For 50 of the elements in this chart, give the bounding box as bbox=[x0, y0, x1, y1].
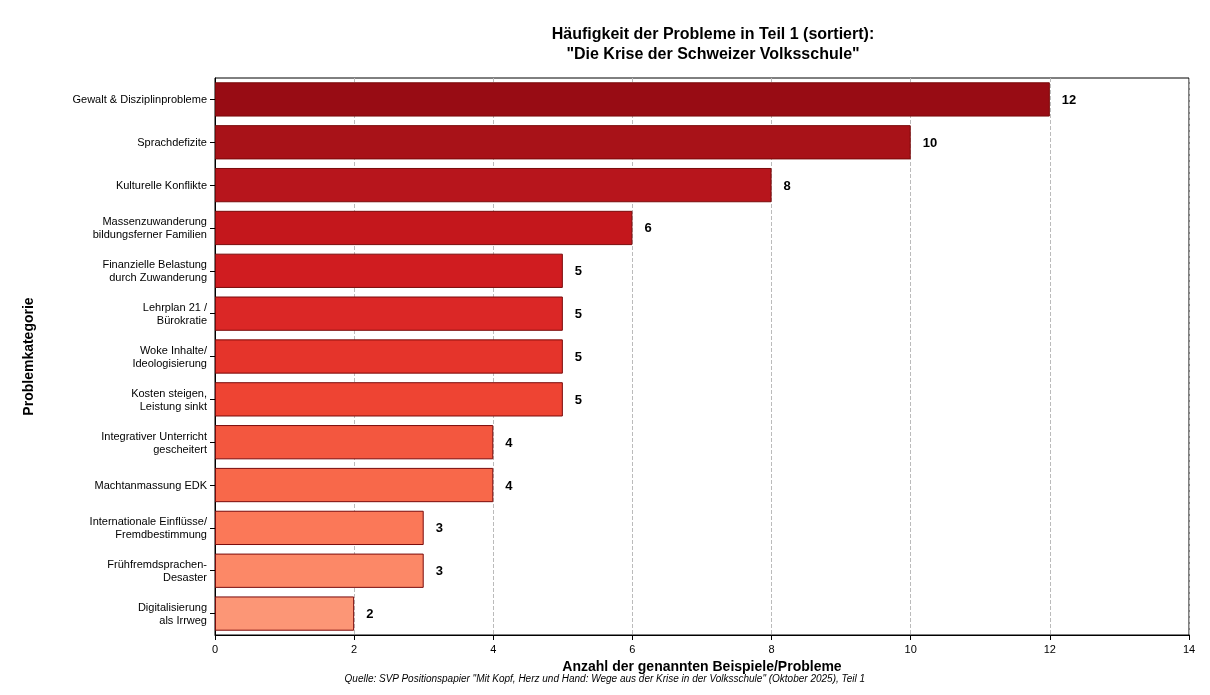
bar bbox=[215, 425, 494, 460]
y-tick-label: Kosten steigen, Leistung sinkt bbox=[131, 386, 207, 412]
x-axis-title: Anzahl der genannten Beispiele/Probleme bbox=[562, 657, 842, 674]
data-label: 4 bbox=[505, 477, 514, 493]
bar bbox=[215, 125, 911, 160]
y-tick-label: Frühfremdsprachen- Desaster bbox=[107, 558, 208, 584]
x-tick-label: 0 bbox=[211, 642, 219, 655]
x-tick-label: 6 bbox=[629, 642, 636, 655]
y-tick-label: Digitalisierung als Irrweg bbox=[137, 601, 207, 627]
y-tick-label: Gewalt & Disziplinprobleme bbox=[72, 93, 207, 106]
data-label: 5 bbox=[574, 391, 583, 407]
y-tick-label: Machtanmassung EDK bbox=[94, 479, 208, 492]
y-tick-label: Massenzuwanderung bildungsferner Familien bbox=[92, 215, 207, 241]
bar bbox=[215, 596, 355, 631]
data-label: 5 bbox=[574, 349, 583, 364]
bar bbox=[215, 553, 424, 588]
data-label: 5 bbox=[574, 263, 583, 279]
y-tick-label: Integrativer Unterricht gescheitert bbox=[101, 429, 207, 455]
x-tick-label: 10 bbox=[904, 642, 917, 655]
x-tick-label: 2 bbox=[351, 642, 358, 655]
bar bbox=[215, 510, 424, 546]
data-label: 3 bbox=[435, 563, 443, 579]
bar bbox=[215, 339, 563, 374]
y-tick-label: Lehrplan 21 / Bürokratie bbox=[142, 301, 208, 327]
bar bbox=[215, 210, 633, 246]
bar bbox=[215, 167, 772, 203]
x-tick-label: 12 bbox=[1043, 642, 1056, 655]
y-tick-label: Kulturelle Konflikte bbox=[115, 179, 207, 192]
data-label: 8 bbox=[783, 177, 791, 193]
bar bbox=[215, 296, 563, 331]
x-tick-label: 14 bbox=[1182, 642, 1196, 655]
y-tick-label: Woke Inhalte/ Ideologisierung bbox=[132, 344, 208, 369]
data-label: 10 bbox=[922, 134, 938, 150]
data-label: 2 bbox=[366, 606, 374, 622]
data-label: 3 bbox=[435, 520, 443, 536]
y-tick-label: Internationale Einflüsse/ Fremdbestimmung bbox=[89, 515, 208, 541]
data-label: 12 bbox=[1061, 91, 1077, 107]
y-tick-label: Finanzielle Belastung durch Zuwanderung bbox=[102, 258, 207, 284]
y-axis-title: Problemkategorie bbox=[20, 297, 36, 416]
bar bbox=[215, 82, 1050, 117]
x-tick-label: 8 bbox=[768, 642, 775, 655]
data-label: 4 bbox=[505, 434, 514, 450]
chart-title: Häufigkeit der Probleme in Teil 1 (sortiert): "Die Krise der Schweizer Volksschule" bbox=[551, 24, 875, 62]
bar bbox=[215, 382, 563, 417]
bar bbox=[215, 253, 563, 288]
x-tick-label: 4 bbox=[490, 642, 497, 655]
bar bbox=[215, 467, 494, 503]
data-label: 6 bbox=[644, 220, 652, 236]
y-tick-label: Sprachdefizite bbox=[137, 136, 207, 149]
data-label: 5 bbox=[574, 306, 583, 322]
